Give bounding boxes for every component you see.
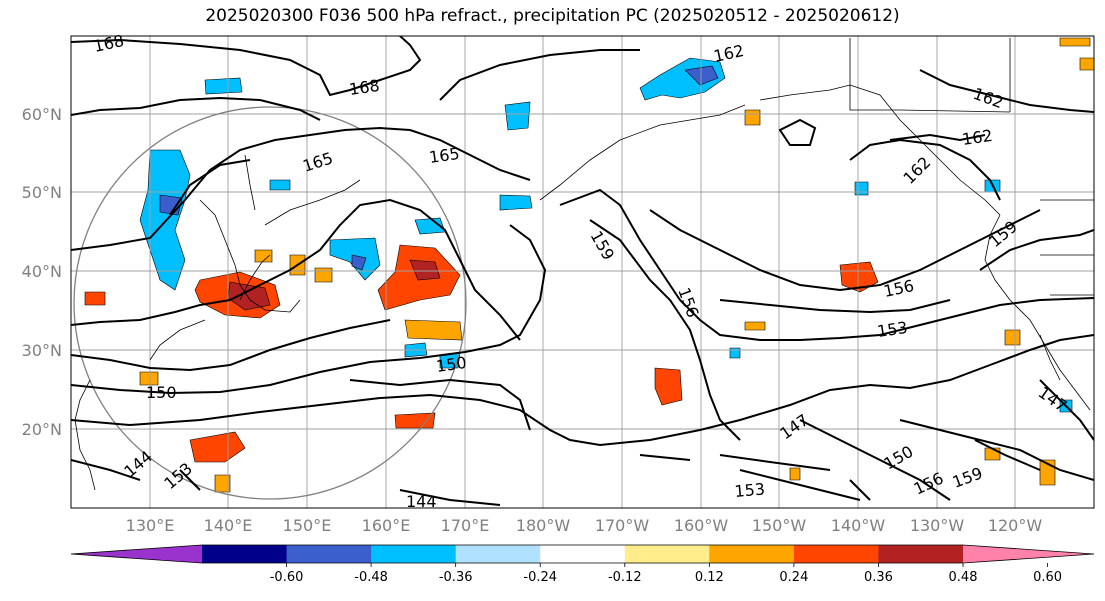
colorbar-extend-high [963,545,1094,563]
map-title: 2025020300 F036 500 hPa refract., precip… [205,6,900,26]
colorbar-segment [793,545,879,563]
colorbar: -0.60 -0.48 -0.36 -0.24 -0.12 0.12 0.24 0.36 0.4… [70,544,1095,585]
colorbar-segment [455,545,541,563]
lon-label: 170°W [595,516,650,535]
colorbar-tick-label: 0.60 [1033,570,1062,585]
lon-label: 130°E [126,516,175,535]
colorbar-tick-label: 0.12 [695,570,724,585]
lon-label: 150°E [283,516,332,535]
lon-label: 180°W [516,516,571,535]
lon-label: 140°E [204,516,253,535]
lat-label: 50°N [22,183,62,202]
lon-label: 150°W [752,516,807,535]
longitude-labels: 130°E 140°E 150°E 160°E 170°E 180°W 170°… [126,516,1043,535]
lon-label: 140°W [831,516,886,535]
contour-label: 144 [406,492,437,511]
colorbar-tick-label: 0.24 [779,570,808,585]
lat-label: 60°N [22,105,62,124]
contour-label: 150 [146,383,177,402]
colorbar-segment [202,545,288,563]
radius-circle [73,106,467,500]
precip-shading [84,37,1094,493]
colorbar-segment [624,545,710,563]
colorbar-outline [70,544,1095,564]
colorbar-extend-low [71,545,202,563]
lat-label: 20°N [22,420,62,439]
colorbar-segment [371,545,457,563]
colorbar-segment [286,545,372,563]
contour-label: 165 [428,144,461,167]
refractivity-contours [71,36,1094,506]
colorbar-tick-label: -0.24 [523,570,557,585]
map-frame [70,35,1095,509]
colorbar-segment [878,545,964,563]
contour-label: 153 [876,318,909,341]
lon-label: 120°W [988,516,1043,535]
map-plot-area [71,36,1094,508]
latitude-labels: 60°N 50°N 40°N 30°N 20°N [22,105,62,439]
colorbar-segment [540,545,626,563]
colorbar-tick-label: -0.12 [608,570,642,585]
contour-label: 162 [961,126,994,149]
contour-label: 150 [435,353,468,376]
lon-label: 160°W [674,516,729,535]
lat-label: 40°N [22,262,62,281]
coastlines [74,38,1094,491]
lon-label: 130°W [910,516,965,535]
lon-label: 170°E [441,516,490,535]
lat-label: 30°N [22,341,62,360]
lon-label: 160°E [362,516,411,535]
contour-label: 153 [734,479,766,501]
colorbar-tick-label: -0.36 [439,570,473,585]
colorbar-tick-label: 0.36 [864,570,893,585]
colorbar-segment [709,545,795,563]
colorbar-tick-label: 0.48 [949,570,978,585]
colorbar-tick-label: -0.48 [354,570,388,585]
contour-label: 168 [348,76,381,99]
colorbar-tick-label: -0.60 [270,570,304,585]
